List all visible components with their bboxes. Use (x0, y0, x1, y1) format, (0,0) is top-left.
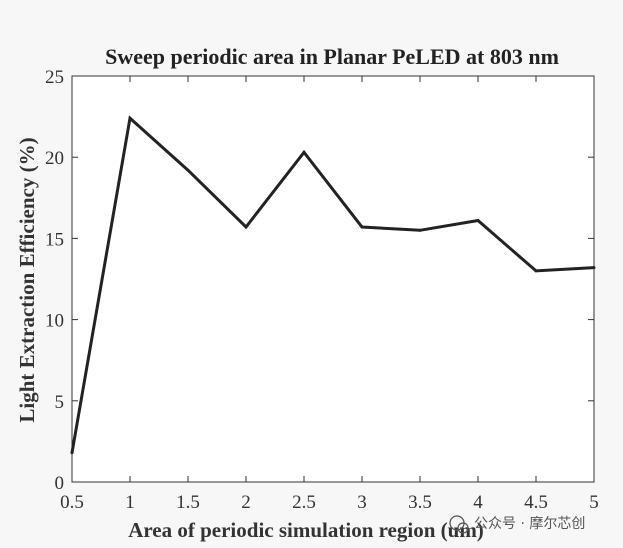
x-tick-label: 4 (473, 492, 483, 513)
wechat-icon-inner (457, 522, 469, 534)
x-tick-label: 3.5 (408, 492, 432, 513)
data-point (128, 116, 132, 120)
x-tick-label: 1.5 (176, 492, 200, 513)
x-tick-label: 3 (357, 492, 367, 513)
data-point (302, 150, 306, 154)
x-axis-title: Area of periodic simulation region (um) (128, 518, 484, 542)
data-point (534, 269, 538, 273)
chart-title: Sweep periodic area in Planar PeLED at 8… (105, 44, 559, 69)
y-tick-label: 5 (55, 392, 65, 413)
y-tick-label: 25 (45, 67, 64, 88)
y-tick-label: 0 (55, 473, 65, 494)
x-tick-label: 0.5 (60, 492, 84, 513)
x-tick-label: 2.5 (292, 492, 316, 513)
data-point (476, 219, 480, 223)
data-point (244, 225, 248, 229)
x-tick-label: 2 (241, 492, 251, 513)
data-point (592, 266, 596, 270)
x-tick-label: 4.5 (524, 492, 548, 513)
watermark-text: 公众号 · 摩尔芯创 (474, 515, 585, 532)
data-point (418, 228, 422, 232)
y-tick-label: 20 (45, 148, 64, 169)
y-tick-label: 10 (45, 311, 64, 332)
data-point (186, 168, 190, 172)
data-point (360, 225, 364, 229)
x-tick-label: 5 (589, 492, 599, 513)
y-tick-label: 15 (45, 229, 64, 250)
x-tick-label: 1 (125, 492, 135, 513)
y-axis-title: Light Extraction Efficiency (%) (15, 137, 39, 422)
data-point (70, 451, 74, 455)
series-line (70, 115, 595, 454)
watermark: 公众号 · 摩尔芯创 (449, 515, 585, 534)
